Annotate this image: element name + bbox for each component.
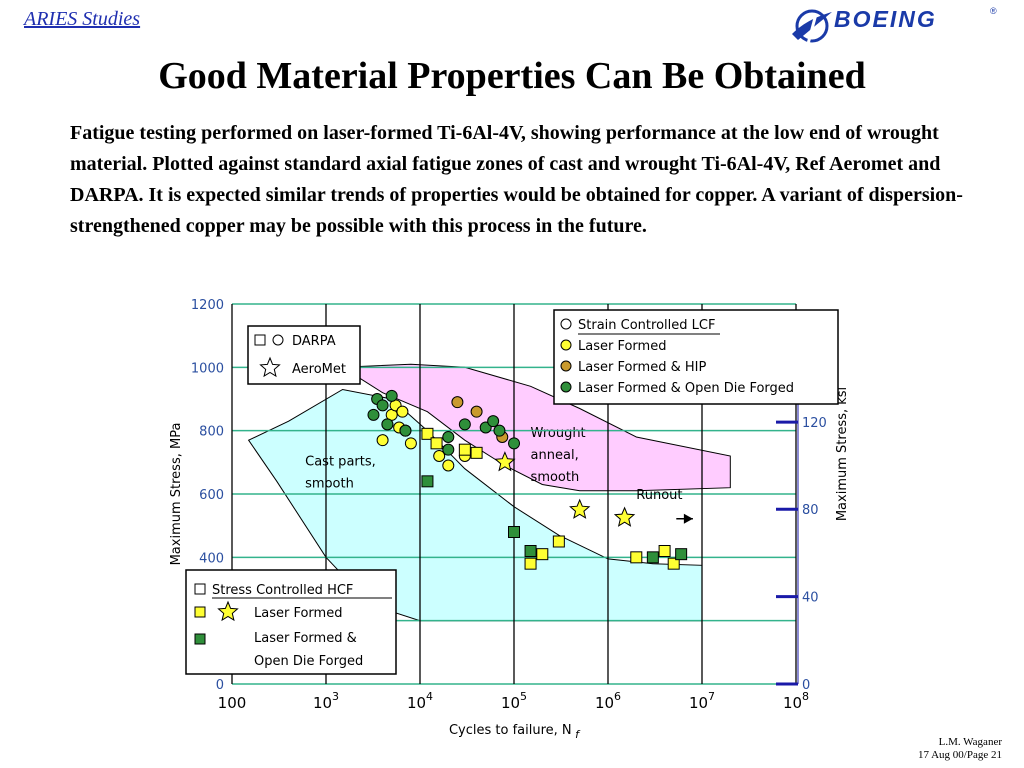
chart-svg: Cast parts, smooth Wrought anneal, smooth 0 40… [169, 298, 850, 741]
runout-arrowhead [683, 513, 693, 524]
data-point [524, 557, 537, 570]
data-point [385, 389, 398, 402]
data-point [630, 551, 643, 564]
legend-marker [259, 356, 281, 378]
right-tick-label: 40 [802, 591, 819, 606]
data-point [396, 405, 409, 418]
legend-marker [560, 381, 572, 393]
data-point [487, 415, 500, 428]
data-point [458, 418, 471, 431]
x-tick-label: 105 [501, 690, 527, 712]
data-point [367, 408, 380, 421]
legend-marker [217, 600, 239, 622]
legend-lcf-box [553, 309, 839, 405]
footer-page: 17 Aug 00/Page 21 [917, 749, 1002, 761]
zone-wrought [340, 363, 731, 492]
data-point [399, 424, 412, 437]
right-tick-label: 0 [802, 678, 810, 693]
data-point [569, 498, 591, 519]
data-point [376, 434, 389, 447]
data-point [508, 526, 520, 538]
y-axis-label: Maximum Stress, MPa [169, 423, 184, 566]
runout-label: Runout [636, 488, 682, 503]
legend-label: Laser Formed & HIP [578, 360, 706, 375]
data-point [451, 396, 464, 409]
data-point [524, 545, 537, 557]
legend-marker [560, 318, 572, 330]
legend-marker [560, 339, 572, 351]
data-point [442, 443, 455, 456]
boeing-wordmark: BOEING [834, 6, 937, 32]
data-point [381, 418, 394, 431]
zone-label: smooth [305, 477, 354, 492]
fatigue-chart: Cast parts, smooth Wrought anneal, smooth 0 40… [160, 292, 850, 744]
data-point [404, 437, 417, 450]
data-point [430, 437, 443, 450]
y-tick-label: 1000 [191, 361, 224, 376]
registered-mark: ® [990, 6, 997, 16]
footer-author: L.M. Waganer [938, 736, 1002, 748]
footer: L.M. Waganer 17 Aug 00/Page 21 [918, 736, 1002, 762]
legend-label: Laser Formed & Open Die Forged [578, 381, 794, 396]
data-point [442, 431, 455, 443]
legend-marker [194, 606, 206, 618]
legend-label: AeroMet [292, 362, 346, 377]
x-tick-label: 108 [783, 690, 809, 712]
data-point [442, 459, 455, 472]
legend-label: DARPA [292, 334, 336, 349]
legend-marker [194, 633, 206, 645]
data-point [646, 551, 659, 564]
y-tick-label: 1200 [191, 298, 224, 313]
y-tick-label: 600 [199, 488, 224, 503]
x-axis-label: Cycles to failure, N f [449, 723, 581, 741]
aries-studies-link[interactable]: ARIES Studies [24, 8, 141, 30]
data-point [493, 424, 506, 437]
legend-label: Laser Formed [578, 339, 666, 354]
data-point [458, 443, 471, 456]
legend-label: Laser Formed & [254, 631, 357, 646]
x-tick-label: 107 [689, 690, 715, 712]
zone-label: anneal, [531, 448, 579, 463]
legend-label: Open Die Forged [254, 654, 363, 669]
boeing-logo: BOEING ® [790, 4, 1002, 48]
x-tick-label: 100 [218, 694, 247, 712]
x-tick-label: 106 [595, 690, 621, 712]
legend-label: Stress Controlled HCF [212, 583, 353, 598]
y-axis-label-right: Maximum Stress, ksi [835, 387, 850, 521]
data-point [494, 451, 516, 472]
data-point [536, 548, 549, 561]
y-tick-label: 0 [216, 678, 224, 693]
data-point [552, 535, 565, 548]
data-point [675, 548, 688, 561]
x-tick-label: 104 [407, 690, 433, 712]
x-tick-label: 103 [313, 690, 339, 712]
legend-label: Laser Formed [254, 606, 342, 621]
description-text: Fatigue testing performed on laser-forme… [70, 122, 963, 237]
legend-marker [560, 360, 572, 372]
legend-marker [194, 583, 206, 595]
zone-label: Cast parts, [305, 455, 376, 470]
y-tick-label: 800 [199, 425, 224, 440]
data-point [470, 446, 483, 459]
y-tick-label: 400 [199, 551, 224, 566]
data-point [421, 427, 434, 440]
legend-label: Strain Controlled LCF [578, 318, 715, 333]
data-point [421, 475, 434, 488]
legend-marker [254, 334, 266, 346]
zone-label: Wrought [531, 426, 586, 441]
right-tick-label: 120 [802, 416, 827, 431]
data-point [508, 437, 520, 450]
data-point [470, 405, 483, 418]
right-tick-label: 80 [802, 503, 819, 518]
data-point [667, 557, 680, 570]
data-point [658, 545, 671, 557]
zone-label: smooth [531, 470, 580, 485]
page-title: Good Material Properties Can Be Obtained [158, 55, 866, 97]
data-point [433, 450, 446, 462]
data-point [376, 399, 389, 412]
data-point [613, 506, 636, 527]
legend-marker [272, 334, 284, 346]
legend-hcf-box [185, 569, 397, 675]
boeing-emblem-icon [792, 9, 832, 45]
